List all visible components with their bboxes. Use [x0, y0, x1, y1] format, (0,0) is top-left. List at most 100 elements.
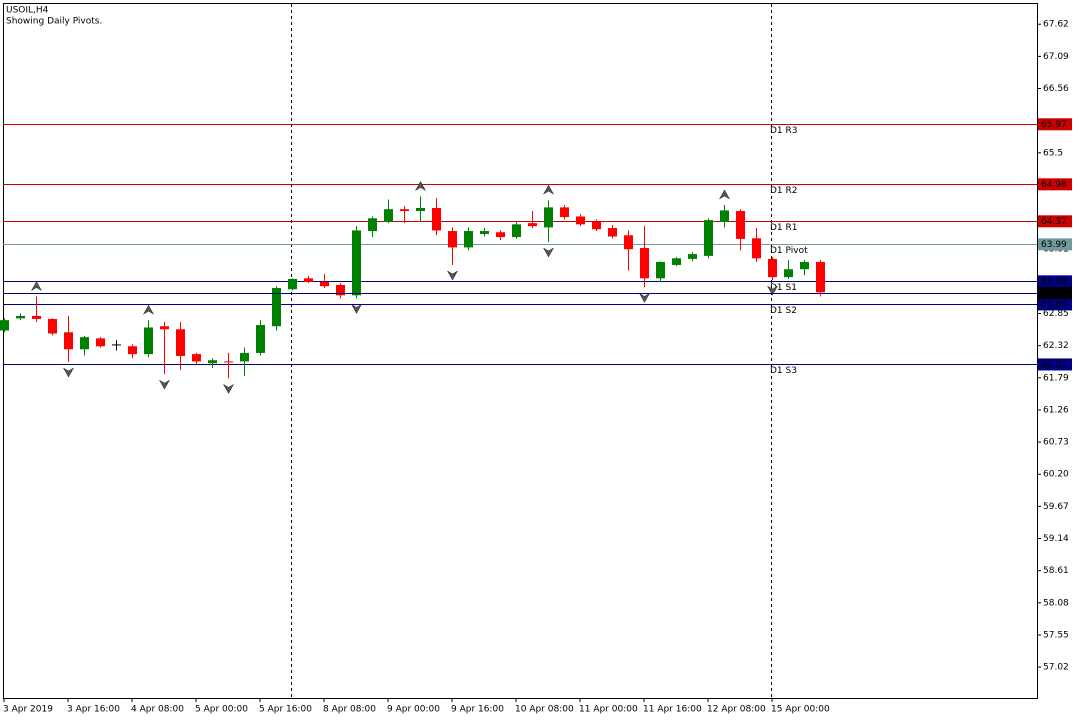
fractal-up [542, 184, 555, 195]
y-tick-label: 60.73 [1043, 438, 1069, 448]
candle-body [512, 224, 521, 238]
plot-frame [3, 3, 1038, 699]
candle-body [640, 248, 649, 279]
pivot-price-label: 63.38 [1041, 277, 1067, 287]
y-tick-label: 66.56 [1043, 84, 1069, 94]
y-tick-label: 57.55 [1043, 630, 1069, 640]
pivot-price-box [1038, 238, 1072, 251]
chart-subtitle: Showing Daily Pivots. [6, 17, 102, 27]
fractal-down [158, 379, 171, 390]
candle-body [544, 207, 553, 228]
fractal-up [142, 304, 155, 315]
candle-body [448, 231, 457, 248]
x-tick-label: 11 Apr 16:00 [643, 705, 702, 715]
candle-body [480, 231, 489, 235]
candle-body [816, 261, 825, 293]
pivot-label: D1 R2 [770, 186, 798, 196]
candle-body [576, 216, 585, 225]
candle-body [688, 254, 697, 259]
fractal-up [414, 180, 427, 192]
pivot-price-box [1038, 298, 1072, 311]
y-tick-label: 65.5 [1043, 148, 1063, 158]
candle-body [752, 238, 761, 259]
pivot-price-label: 64.98 [1041, 180, 1067, 190]
candle-body [80, 337, 89, 350]
pivot-price-box [1038, 275, 1072, 288]
candle-body [592, 221, 601, 230]
candle-body [704, 220, 713, 256]
candle-body [656, 261, 665, 279]
candle-body [416, 207, 425, 212]
y-tick-label: 60.20 [1043, 470, 1069, 480]
candle-body [48, 318, 57, 334]
x-tick-label: 8 Apr 08:00 [323, 705, 376, 715]
x-tick-label: 5 Apr 16:00 [259, 705, 312, 715]
x-tick-label: 9 Apr 00:00 [387, 705, 440, 715]
x-tick-label: 5 Apr 00:00 [195, 705, 248, 715]
y-tick-label: 61.79 [1043, 373, 1069, 383]
fractal-up [30, 281, 43, 292]
fractal-down [638, 292, 651, 303]
y-tick-label: 61.26 [1043, 405, 1069, 415]
y-tick-label: 62.32 [1043, 341, 1069, 351]
candle-body [320, 281, 329, 287]
y-tick-label: 67.09 [1043, 52, 1069, 62]
candle-body [64, 332, 73, 350]
y-tick-label: 59.14 [1043, 534, 1069, 544]
candle-body [736, 211, 745, 239]
fractal-down [542, 247, 555, 258]
pivot-price-box [1038, 215, 1072, 228]
candle-body [384, 209, 393, 222]
candle-body [768, 258, 777, 278]
candle-body [128, 346, 137, 355]
y-tick-label: 57.02 [1043, 663, 1069, 673]
last-price-box [1038, 286, 1072, 299]
pivot-label: D1 R1 [770, 223, 798, 233]
pivot-price-label: 65.97 [1041, 120, 1067, 130]
candle-body [112, 344, 121, 346]
candle-body [272, 288, 281, 327]
fractal-down [766, 285, 779, 296]
fractal-down [350, 303, 363, 314]
pivot-price-box [1038, 358, 1072, 371]
y-tick-label: 62.85 [1043, 309, 1069, 319]
pivot-label: D1 S1 [770, 283, 797, 293]
candle-body [624, 235, 633, 250]
x-tick-label: 10 Apr 08:00 [515, 705, 574, 715]
candle-body [496, 232, 505, 238]
x-tick-label: 3 Apr 2019 [3, 705, 53, 715]
x-tick-label: 3 Apr 16:00 [67, 705, 120, 715]
pivot-price-label: 64.37 [1041, 217, 1067, 227]
candle-body [160, 326, 169, 330]
fractal-down [446, 270, 459, 281]
pivot-label: D1 Pivot [770, 246, 808, 256]
candle-body [672, 258, 681, 265]
chart-title: USOIL,H4 [6, 6, 49, 16]
candle-body [144, 327, 153, 355]
candle-body [240, 352, 249, 362]
y-tick-label: 58.08 [1043, 598, 1069, 608]
candle-body [288, 278, 297, 290]
candle-body [368, 218, 377, 232]
candle-body [432, 207, 441, 231]
pivot-label: D1 S3 [770, 366, 797, 376]
x-tick-label: 15 Apr 00:00 [771, 705, 830, 715]
candle-body [336, 285, 345, 296]
candle-body [464, 231, 473, 248]
candle-body [16, 315, 25, 319]
candle-body [96, 338, 105, 347]
candle-body [0, 320, 9, 331]
x-tick-label: 9 Apr 16:00 [451, 705, 504, 715]
candle-body [32, 315, 41, 319]
y-tick-label: 59.67 [1043, 502, 1069, 512]
last-price-label: 63.19 [1041, 288, 1067, 298]
fractal-down [62, 367, 75, 378]
pivot-label: D1 S2 [770, 306, 797, 316]
candle-body [256, 325, 265, 353]
candle-body [176, 329, 185, 356]
fractal-up [718, 189, 731, 200]
candle-body [720, 210, 729, 222]
x-tick-label: 12 Apr 08:00 [707, 705, 766, 715]
